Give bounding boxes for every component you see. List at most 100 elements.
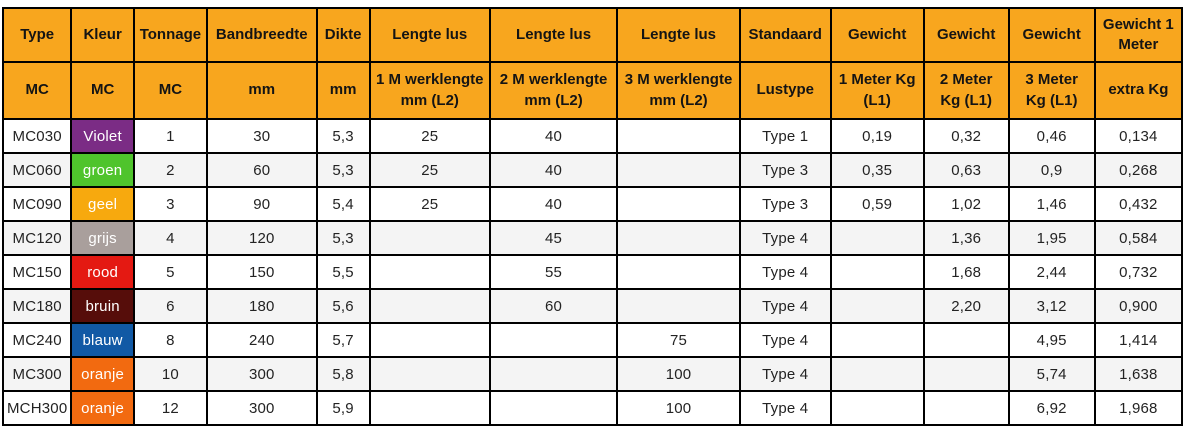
- cell-gewicht_3m: 1,95: [1007, 220, 1096, 256]
- header-row-units: MC MC MC mm mm 1 M werklengte mm (L2) 2 M werk…: [1, 61, 1184, 120]
- table-row: MCH300 oranje 12 300 5,9 100 Type 4 6,92 1,968: [1, 390, 1184, 426]
- column-header-lus_1m: Lengte lus: [368, 7, 491, 63]
- cell-lus_1m: 25: [368, 186, 491, 222]
- cell-gewicht_3m: 6,92: [1007, 390, 1096, 426]
- cell-bandbreedte: 150: [205, 254, 318, 290]
- cell-dikte: 5,8: [315, 356, 371, 392]
- cell-type: MC090: [1, 186, 73, 222]
- cell-lus_1m: 25: [368, 152, 491, 188]
- cell-lus_3m: [616, 220, 741, 256]
- cell-type: MC060: [1, 152, 73, 188]
- cell-gewicht_3m: 4,95: [1007, 322, 1096, 358]
- cell-gewicht_1m: [829, 390, 925, 426]
- cell-kleur: oranje: [70, 390, 135, 426]
- table-row: MC150 rood 5 150 5,5 55 Type 4 1,68 2,44 0,732: [1, 254, 1184, 290]
- cell-lustype: Type 4: [738, 254, 832, 290]
- cell-dikte: 5,5: [315, 254, 371, 290]
- cell-gewicht_3m: 5,74: [1007, 356, 1096, 392]
- cell-gewicht_1m: 0,19: [829, 118, 925, 154]
- column-subheader-gewicht_3m: 3 Meter Kg (L1): [1007, 61, 1096, 120]
- cell-lus_2m: 60: [488, 288, 619, 324]
- cell-gewicht_2m: [922, 356, 1010, 392]
- cell-tonnage: 5: [132, 254, 208, 290]
- cell-extra_kg: 0,268: [1093, 152, 1184, 188]
- column-subheader-gewicht_1m: 1 Meter Kg (L1): [829, 61, 925, 120]
- cell-bandbreedte: 300: [205, 390, 318, 426]
- cell-lus_1m: [368, 288, 491, 324]
- cell-bandbreedte: 180: [205, 288, 318, 324]
- header-row-group-labels: Type Kleur Tonnage Bandbreedte Dikte Lengte l…: [1, 7, 1184, 63]
- cell-gewicht_3m: 0,9: [1007, 152, 1096, 188]
- cell-extra_kg: 1,414: [1093, 322, 1184, 358]
- cell-type: MC030: [1, 118, 73, 154]
- cell-tonnage: 6: [132, 288, 208, 324]
- cell-tonnage: 1: [132, 118, 208, 154]
- column-header-kleur: Kleur: [70, 7, 135, 63]
- cell-lus_3m: 100: [616, 356, 741, 392]
- cell-extra_kg: 0,732: [1093, 254, 1184, 290]
- column-header-lus_2m: Lengte lus: [488, 7, 619, 63]
- column-header-gewicht_3m: Gewicht: [1007, 7, 1096, 63]
- column-subheader-extra_kg: extra Kg: [1093, 61, 1184, 120]
- column-header-type: Type: [1, 7, 73, 63]
- cell-dikte: 5,3: [315, 118, 371, 154]
- cell-lus_3m: 75: [616, 322, 741, 358]
- column-subheader-dikte: mm: [315, 61, 371, 120]
- cell-bandbreedte: 30: [205, 118, 318, 154]
- cell-gewicht_1m: [829, 220, 925, 256]
- column-subheader-kleur: MC: [70, 61, 135, 120]
- cell-lus_2m: 45: [488, 220, 619, 256]
- table-row: MC240 blauw 8 240 5,7 75 Type 4 4,95 1,414: [1, 322, 1184, 358]
- column-header-dikte: Dikte: [315, 7, 371, 63]
- cell-gewicht_2m: 1,02: [922, 186, 1010, 222]
- cell-gewicht_2m: 0,63: [922, 152, 1010, 188]
- column-subheader-lustype: Lustype: [738, 61, 832, 120]
- table-row: MC090 geel 3 90 5,4 25 40 Type 3 0,59 1,02 1,46 0,4…: [1, 186, 1184, 222]
- cell-gewicht_3m: 2,44: [1007, 254, 1096, 290]
- cell-gewicht_2m: 2,20: [922, 288, 1010, 324]
- cell-tonnage: 3: [132, 186, 208, 222]
- cell-lus_2m: [488, 390, 619, 426]
- cell-type: MC300: [1, 356, 73, 392]
- cell-gewicht_1m: [829, 322, 925, 358]
- cell-bandbreedte: 90: [205, 186, 318, 222]
- column-subheader-tonnage: MC: [132, 61, 208, 120]
- cell-lus_1m: [368, 254, 491, 290]
- cell-lus_1m: [368, 390, 491, 426]
- column-subheader-lus_1m: 1 M werklengte mm (L2): [368, 61, 491, 120]
- cell-lus_1m: [368, 322, 491, 358]
- cell-gewicht_2m: [922, 322, 1010, 358]
- cell-tonnage: 2: [132, 152, 208, 188]
- cell-bandbreedte: 240: [205, 322, 318, 358]
- cell-tonnage: 8: [132, 322, 208, 358]
- cell-kleur: Violet: [70, 118, 135, 154]
- cell-bandbreedte: 120: [205, 220, 318, 256]
- cell-kleur: grijs: [70, 220, 135, 256]
- cell-gewicht_2m: [922, 390, 1010, 426]
- cell-gewicht_1m: [829, 288, 925, 324]
- cell-lustype: Type 4: [738, 356, 832, 392]
- column-subheader-bandbreedte: mm: [205, 61, 318, 120]
- cell-lus_1m: 25: [368, 118, 491, 154]
- cell-lustype: Type 1: [738, 118, 832, 154]
- cell-tonnage: 12: [132, 390, 208, 426]
- cell-lus_3m: [616, 152, 741, 188]
- cell-lus_3m: [616, 118, 741, 154]
- cell-lustype: Type 4: [738, 390, 832, 426]
- cell-gewicht_3m: 3,12: [1007, 288, 1096, 324]
- cell-extra_kg: 1,968: [1093, 390, 1184, 426]
- column-header-extra_kg: Gewicht 1 Meter: [1093, 7, 1184, 63]
- table-row: MC180 bruin 6 180 5,6 60 Type 4 2,20 3,12 0,900: [1, 288, 1184, 324]
- cell-kleur: rood: [70, 254, 135, 290]
- cell-kleur: groen: [70, 152, 135, 188]
- cell-gewicht_2m: 0,32: [922, 118, 1010, 154]
- cell-lustype: Type 3: [738, 152, 832, 188]
- column-subheader-type: MC: [1, 61, 73, 120]
- cell-bandbreedte: 300: [205, 356, 318, 392]
- cell-extra_kg: 0,584: [1093, 220, 1184, 256]
- cell-dikte: 5,3: [315, 220, 371, 256]
- cell-gewicht_3m: 0,46: [1007, 118, 1096, 154]
- cell-gewicht_1m: [829, 356, 925, 392]
- table-row: MC060 groen 2 60 5,3 25 40 Type 3 0,35 0,63 0,9 0,2…: [1, 152, 1184, 188]
